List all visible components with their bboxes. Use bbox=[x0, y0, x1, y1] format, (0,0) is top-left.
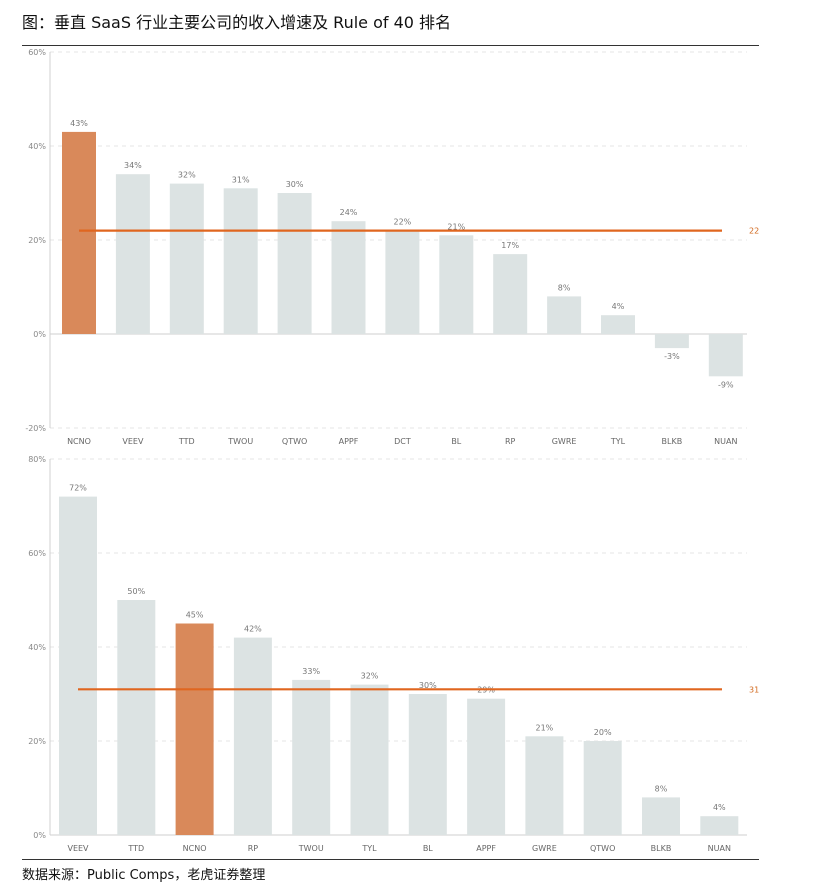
category-label: DCT bbox=[394, 437, 411, 446]
bar-qtwo bbox=[277, 193, 312, 334]
category-label: QTWO bbox=[590, 844, 615, 853]
y-tick-label: 20% bbox=[28, 236, 46, 245]
category-label: VEEV bbox=[122, 437, 144, 446]
category-label: TYL bbox=[361, 844, 377, 853]
category-label: RP bbox=[248, 844, 259, 853]
bar-gwre bbox=[547, 296, 582, 334]
category-label: BLKB bbox=[651, 844, 672, 853]
data-label: 31% bbox=[232, 175, 250, 184]
bar-blkb bbox=[642, 797, 680, 835]
bar-ttd bbox=[117, 600, 156, 835]
data-label: 24% bbox=[340, 208, 358, 217]
data-label: 42% bbox=[244, 625, 262, 634]
y-tick-label: 0% bbox=[33, 831, 46, 840]
bar-twou bbox=[292, 679, 331, 835]
bar-rp bbox=[233, 637, 272, 835]
bar-bl bbox=[439, 235, 474, 334]
category-label: APPF bbox=[476, 844, 496, 853]
title-divider bbox=[22, 45, 759, 46]
category-label: NCNO bbox=[183, 844, 207, 853]
bar-tyl bbox=[601, 315, 635, 334]
bar-rp bbox=[493, 254, 528, 334]
bar-bl bbox=[408, 694, 447, 835]
bar-veev bbox=[59, 496, 97, 835]
category-label: RP bbox=[505, 437, 516, 446]
category-label: BL bbox=[423, 844, 433, 853]
bar-appf bbox=[331, 221, 366, 334]
reference-line-label: 22 bbox=[749, 227, 759, 236]
bar-qtwo bbox=[583, 741, 622, 835]
footer-divider bbox=[22, 859, 759, 860]
data-label: 20% bbox=[594, 728, 612, 737]
bar-dct bbox=[385, 230, 420, 334]
category-label: TTD bbox=[127, 844, 144, 853]
reference-line-label: 31 bbox=[749, 685, 759, 694]
data-label: 4% bbox=[612, 302, 625, 311]
category-label: TTD bbox=[178, 437, 195, 446]
y-tick-label: 80% bbox=[28, 455, 46, 464]
y-tick-label: -20% bbox=[25, 424, 46, 433]
bar-gwre bbox=[525, 736, 564, 835]
category-label: BL bbox=[451, 437, 461, 446]
data-label: 30% bbox=[419, 681, 437, 690]
data-label: 45% bbox=[186, 611, 204, 620]
bar-ttd bbox=[169, 183, 204, 334]
category-label: BLKB bbox=[662, 437, 683, 446]
data-label: -9% bbox=[718, 380, 734, 389]
chart-rule-of-40: 80% 60% 40% 20% 0% 72% VEEV 50% TTD 45% NCNO 42% RP 3… bbox=[28, 455, 759, 853]
chart-title: 图：垂直 SaaS 行业主要公司的收入增速及 Rule of 40 排名 bbox=[22, 13, 452, 32]
data-label: 21% bbox=[447, 222, 465, 231]
bar-nuan bbox=[708, 334, 743, 377]
bar-twou bbox=[223, 188, 258, 334]
data-label: 43% bbox=[70, 119, 88, 128]
category-label: NCNO bbox=[67, 437, 91, 446]
y-tick-label: 40% bbox=[28, 142, 46, 151]
y-tick-label: 20% bbox=[28, 737, 46, 746]
data-label: -3% bbox=[664, 352, 680, 361]
bar-ncno bbox=[62, 131, 96, 334]
data-label: 72% bbox=[69, 484, 87, 493]
category-label: TYL bbox=[610, 437, 626, 446]
data-label: 33% bbox=[302, 667, 320, 676]
data-label: 50% bbox=[127, 587, 145, 596]
bar-tyl bbox=[350, 684, 389, 835]
category-label: TWOU bbox=[298, 844, 324, 853]
bar-ncno bbox=[175, 623, 214, 835]
data-label: 4% bbox=[713, 803, 726, 812]
bar-nuan bbox=[700, 816, 739, 835]
data-label: 21% bbox=[536, 723, 554, 732]
y-tick-label: 40% bbox=[28, 643, 46, 652]
y-tick-label: 60% bbox=[28, 48, 46, 57]
category-label: GWRE bbox=[532, 844, 557, 853]
data-label: 8% bbox=[558, 283, 571, 292]
chart-revenue-growth: 60% 40% 20% 0% -20% 43% NCNO 34% VEEV 32% TTD 31% TW… bbox=[25, 48, 759, 446]
data-source: 数据来源：Public Comps，老虎证券整理 bbox=[22, 868, 266, 883]
data-label: 32% bbox=[361, 672, 379, 681]
data-label: 17% bbox=[501, 241, 519, 250]
data-label: 30% bbox=[286, 180, 304, 189]
category-label: NUAN bbox=[714, 437, 737, 446]
y-tick-label: 0% bbox=[33, 330, 46, 339]
category-label: APPF bbox=[339, 437, 359, 446]
data-label: 8% bbox=[655, 784, 668, 793]
category-label: VEEV bbox=[67, 844, 89, 853]
y-tick-label: 60% bbox=[28, 549, 46, 558]
data-label: 22% bbox=[394, 218, 412, 227]
data-label: 34% bbox=[124, 161, 142, 170]
category-label: GWRE bbox=[552, 437, 577, 446]
category-label: TWOU bbox=[227, 437, 253, 446]
category-label: NUAN bbox=[708, 844, 731, 853]
category-label: QTWO bbox=[282, 437, 307, 446]
bar-appf bbox=[467, 698, 506, 835]
data-label: 32% bbox=[178, 171, 196, 180]
bar-blkb bbox=[654, 334, 689, 349]
bar-veev bbox=[115, 174, 150, 334]
